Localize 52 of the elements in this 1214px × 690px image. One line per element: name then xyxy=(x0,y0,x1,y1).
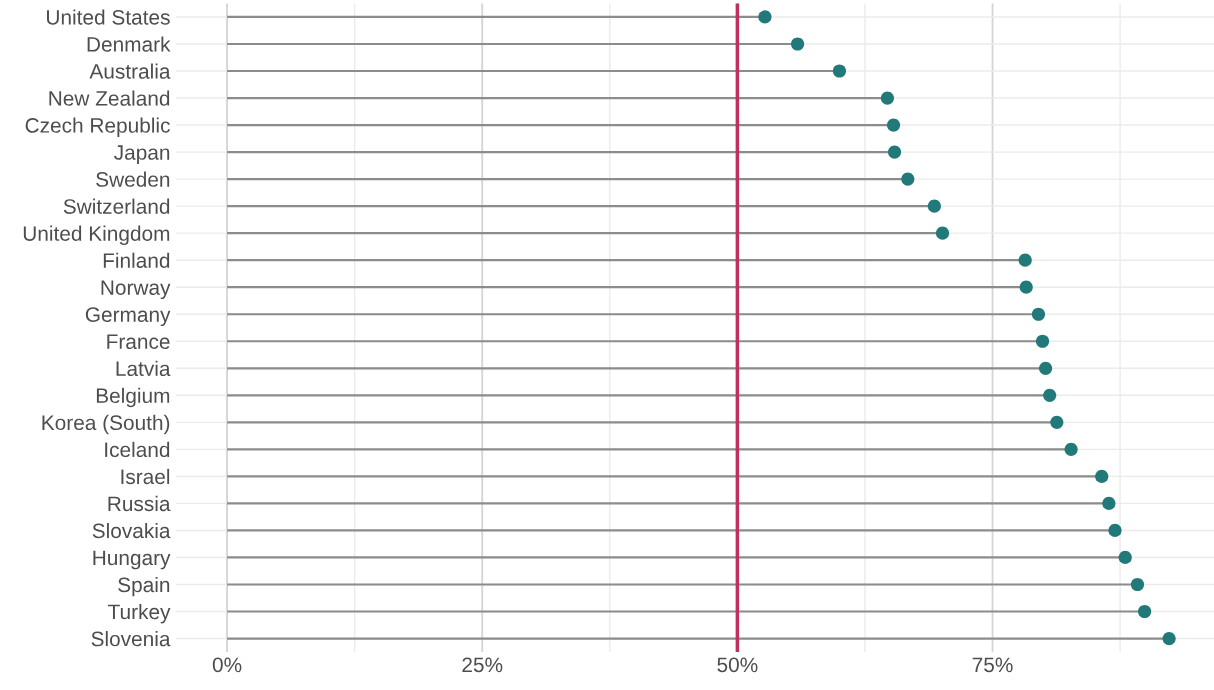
y-tick-label: Germany xyxy=(85,307,171,327)
point xyxy=(791,37,805,51)
y-tick-label: Slovakia xyxy=(92,522,171,539)
point xyxy=(1039,361,1053,375)
y-tick-label: Iceland xyxy=(105,441,170,458)
y-tick-label: France xyxy=(107,334,170,350)
x-tick-label: 0% xyxy=(212,657,242,673)
point xyxy=(1138,604,1152,619)
y-tick-label: New Zealand xyxy=(49,90,170,106)
y-tick-label: Norway xyxy=(101,280,171,300)
y-tick-label: Hungary xyxy=(93,550,171,570)
y-tick-label: Belgium xyxy=(96,387,170,408)
point xyxy=(1018,253,1032,267)
y-tick-label: Turkey xyxy=(108,603,171,624)
x-tick-label: 50% xyxy=(717,657,758,673)
x-tick-label: 75% xyxy=(972,657,1013,673)
point xyxy=(1050,415,1064,429)
point xyxy=(1130,577,1145,592)
y-tick-label: United States xyxy=(47,9,170,25)
y-tick-label: Slovenia xyxy=(91,630,171,647)
point xyxy=(832,64,847,78)
y-tick-label: Japan xyxy=(114,145,170,164)
y-tick-label: Russia xyxy=(108,495,171,512)
y-tick-label: United Kingdom xyxy=(23,225,170,246)
y-tick-label: Czech Republic xyxy=(25,117,170,137)
y-tick-label: Finland xyxy=(103,252,170,268)
point xyxy=(901,172,915,186)
point xyxy=(880,91,894,105)
point xyxy=(887,145,902,159)
point xyxy=(1035,334,1050,348)
y-tick-label: Denmark xyxy=(87,36,171,52)
point xyxy=(1064,442,1078,456)
y-tick-label: Spain xyxy=(118,576,170,597)
point xyxy=(1019,280,1033,294)
y-tick-label: Korea (South) xyxy=(42,414,170,435)
point xyxy=(886,118,901,132)
point xyxy=(1043,388,1057,402)
y-tick-label: Australia xyxy=(89,63,171,79)
y-tick-label: Latvia xyxy=(116,360,171,377)
point xyxy=(927,199,941,213)
point xyxy=(1102,496,1116,510)
point xyxy=(1108,523,1122,538)
point xyxy=(1162,631,1176,646)
y-tick-label: Israel xyxy=(121,468,170,485)
point xyxy=(758,10,772,24)
x-tick-label: 25% xyxy=(462,657,503,673)
y-tick-label: Sweden xyxy=(96,171,170,187)
point xyxy=(1095,469,1109,483)
y-tick-label: Switzerland xyxy=(63,198,170,214)
point xyxy=(935,226,950,240)
point xyxy=(1031,307,1046,321)
point xyxy=(1118,550,1132,565)
